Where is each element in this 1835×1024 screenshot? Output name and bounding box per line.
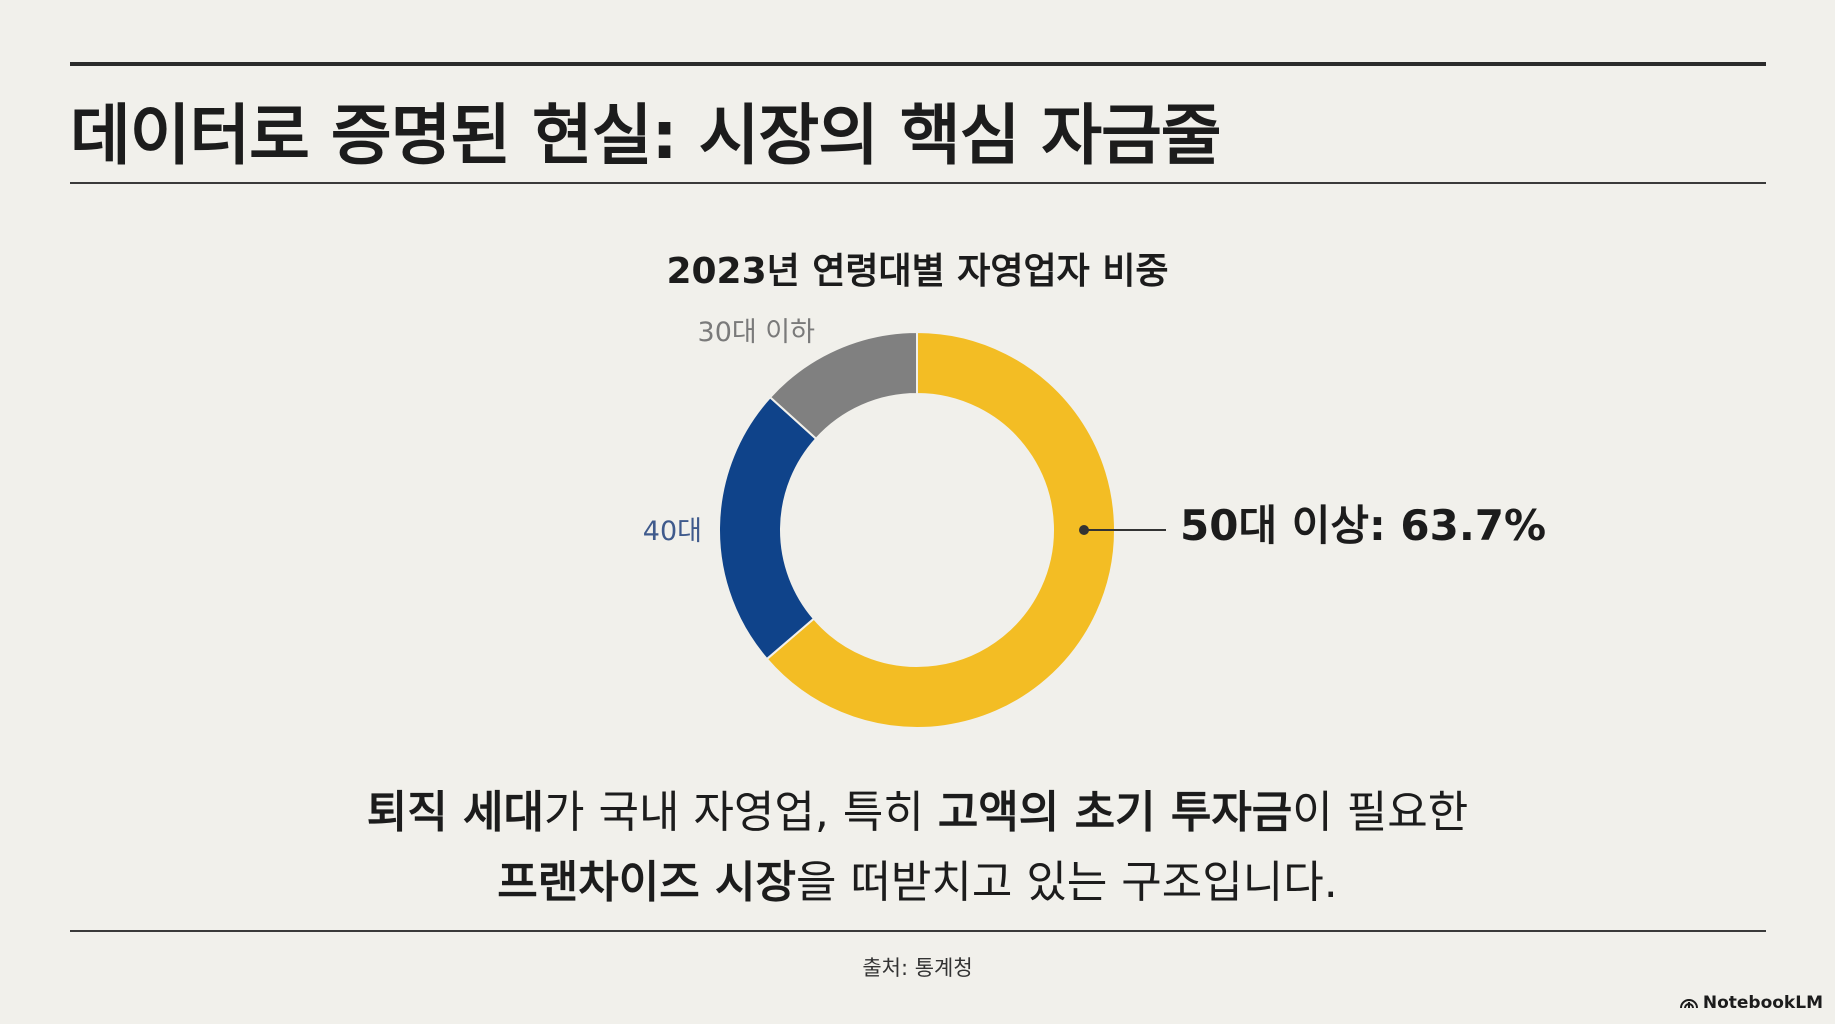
caption-line-2-run-1: 을 떠받치고 있는 구조입니다.	[795, 857, 1338, 908]
slice-label-1: 40대	[643, 516, 702, 547]
title-divider	[70, 182, 1766, 184]
donut-slice-1	[718, 395, 818, 661]
donut-slice-2	[768, 330, 918, 441]
slice-label-0: 50대 이상: 63.7%	[1180, 501, 1546, 550]
caption-line-1-run-1: 가 국내 자영업, 특히	[544, 787, 938, 838]
brand-logo: NotebookLM	[1679, 993, 1823, 1013]
caption-line-1-run-3: 이 필요한	[1292, 787, 1469, 838]
page-title: 데이터로 증명된 현실: 시장의 핵심 자금줄	[70, 97, 1222, 174]
caption-line-2-run-0: 프랜차이즈 시장	[497, 857, 796, 908]
donut-slice-0	[765, 330, 1116, 729]
brand-name: NotebookLM	[1702, 993, 1823, 1013]
chart-title: 2023년 연령대별 자영업자 비중	[666, 251, 1169, 292]
top-rule	[70, 62, 1766, 66]
caption-line-1-run-0: 퇴직 세대	[366, 787, 545, 838]
caption-line-1: 퇴직 세대가 국내 자영업, 특히 고액의 초기 투자금이 필요한	[0, 776, 1835, 840]
caption-line-1-run-2: 고액의 초기 투자금	[937, 787, 1293, 838]
bottom-rule	[70, 930, 1766, 932]
source-note: 출처: 통계청	[862, 956, 973, 980]
slice-label-2: 30대 이하	[698, 317, 816, 348]
caption-line-2: 프랜차이즈 시장을 떠받치고 있는 구조입니다.	[0, 846, 1835, 910]
notebooklm-icon	[1679, 999, 1698, 1009]
